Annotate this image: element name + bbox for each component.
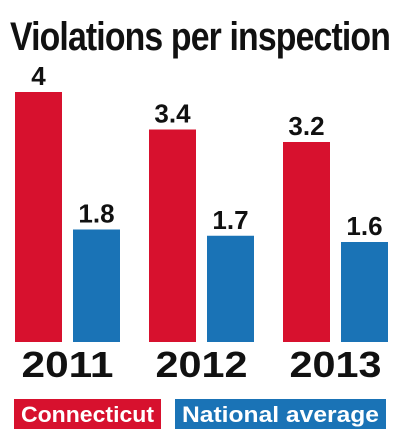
bar-national-average-2011 xyxy=(73,229,120,342)
legend-swatch-national-average xyxy=(175,399,386,429)
value-label-connecticut-2011: 4 xyxy=(31,61,46,91)
value-label-national-average-2011: 1.8 xyxy=(78,199,114,229)
value-label-national-average-2012: 1.7 xyxy=(212,205,248,235)
bar-connecticut-2013 xyxy=(283,142,330,342)
legend-swatch-connecticut xyxy=(14,399,161,429)
value-label-connecticut-2012: 3.4 xyxy=(154,99,191,129)
legend: Connecticut National average xyxy=(14,399,386,429)
bars-layer xyxy=(15,92,388,342)
legend-label-connecticut: Connecticut xyxy=(21,402,155,427)
bar-national-average-2012 xyxy=(207,235,254,342)
bar-connecticut-2011 xyxy=(15,92,62,342)
value-label-connecticut-2013: 3.2 xyxy=(288,111,324,141)
category-label-2011: 2011 xyxy=(22,344,114,385)
value-labels-layer: 4 1.8 3.4 1.7 3.2 1.6 xyxy=(31,61,382,241)
bar-national-average-2013 xyxy=(341,242,388,342)
bar-connecticut-2012 xyxy=(149,129,196,342)
category-labels-layer: 2011 2012 2013 xyxy=(22,344,382,385)
legend-label-national-average: National average xyxy=(182,402,379,427)
chart-title: Violations per inspection xyxy=(10,15,390,59)
category-label-2013: 2013 xyxy=(290,344,382,385)
value-label-national-average-2013: 1.6 xyxy=(346,211,382,241)
category-label-2012: 2012 xyxy=(156,344,248,385)
